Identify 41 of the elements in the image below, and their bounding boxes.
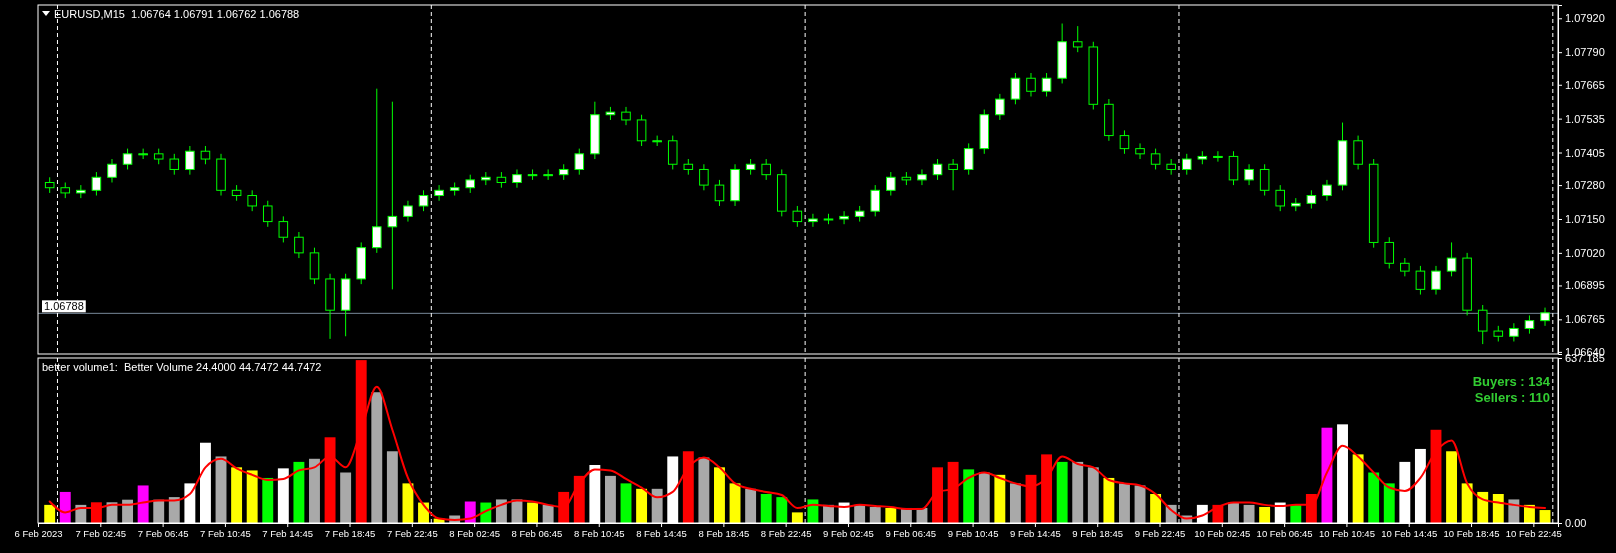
x-tick-label: 8 Feb 22:45: [760, 527, 812, 539]
x-tick-label: 9 Feb 22:45: [1134, 527, 1186, 539]
x-tick-label: 8 Feb 02:45: [449, 527, 500, 539]
y-tick-label: 1.07535: [1565, 112, 1605, 125]
x-tick-label: 10 Feb 18:45: [1443, 527, 1500, 539]
annotation: Buyers : 134: [1472, 374, 1551, 389]
x-tick-label: 7 Feb 14:45: [262, 527, 314, 539]
y-tick-label: 1.07920: [1565, 12, 1605, 25]
x-tick-label: 10 Feb 22:45: [1505, 527, 1562, 539]
y-tick-label: 0.00: [1565, 517, 1587, 530]
x-tick-label: 10 Feb 10:45: [1318, 527, 1375, 539]
x-tick-label: 8 Feb 10:45: [573, 527, 625, 539]
chart-title: EURUSD,M15 1.06764 1.06791 1.06762 1.06788: [54, 8, 300, 20]
x-tick-label: 8 Feb 14:45: [636, 527, 687, 539]
ref-line-label: 1.06788: [44, 300, 84, 313]
y-tick-label: 1.07790: [1565, 46, 1605, 59]
x-tick-label: 9 Feb 10:45: [947, 527, 999, 539]
y-tick-label: 1.07405: [1565, 146, 1605, 159]
x-tick-label: 7 Feb 18:45: [324, 527, 376, 539]
y-tick-label: 1.07150: [1565, 213, 1605, 226]
x-tick-label: 10 Feb 14:45: [1381, 527, 1438, 539]
x-tick-label: 9 Feb 02:45: [823, 527, 874, 539]
y-tick-label: 1.06895: [1565, 279, 1605, 292]
y-tick-label: 1.07280: [1565, 179, 1605, 192]
annotation: Sellers : 110: [1474, 390, 1550, 405]
x-tick-label: 7 Feb 02:45: [75, 527, 127, 539]
x-tick-label: 10 Feb 02:45: [1194, 527, 1251, 539]
y-tick-label: 1.07020: [1565, 246, 1605, 259]
x-tick-label: 7 Feb 22:45: [386, 527, 438, 539]
y-tick-label: 1.06765: [1565, 313, 1605, 326]
x-tick-label: 9 Feb 18:45: [1072, 527, 1124, 539]
x-tick-label: 6 Feb 2023: [14, 527, 63, 539]
x-tick-label: 9 Feb 06:45: [885, 527, 937, 539]
x-tick-label: 10 Feb 06:45: [1256, 527, 1313, 539]
chart-title: better volume1: Better Volume 24.4000 44.7472 44.7472: [42, 361, 322, 373]
x-tick-label: 8 Feb 18:45: [698, 527, 750, 539]
x-tick-label: 7 Feb 06:45: [137, 527, 189, 539]
y-tick-label: 1.07665: [1565, 78, 1605, 91]
x-tick-label: 8 Feb 06:45: [511, 527, 563, 539]
x-tick-label: 7 Feb 10:45: [200, 527, 251, 539]
x-tick-label: 9 Feb 14:45: [1010, 527, 1061, 539]
